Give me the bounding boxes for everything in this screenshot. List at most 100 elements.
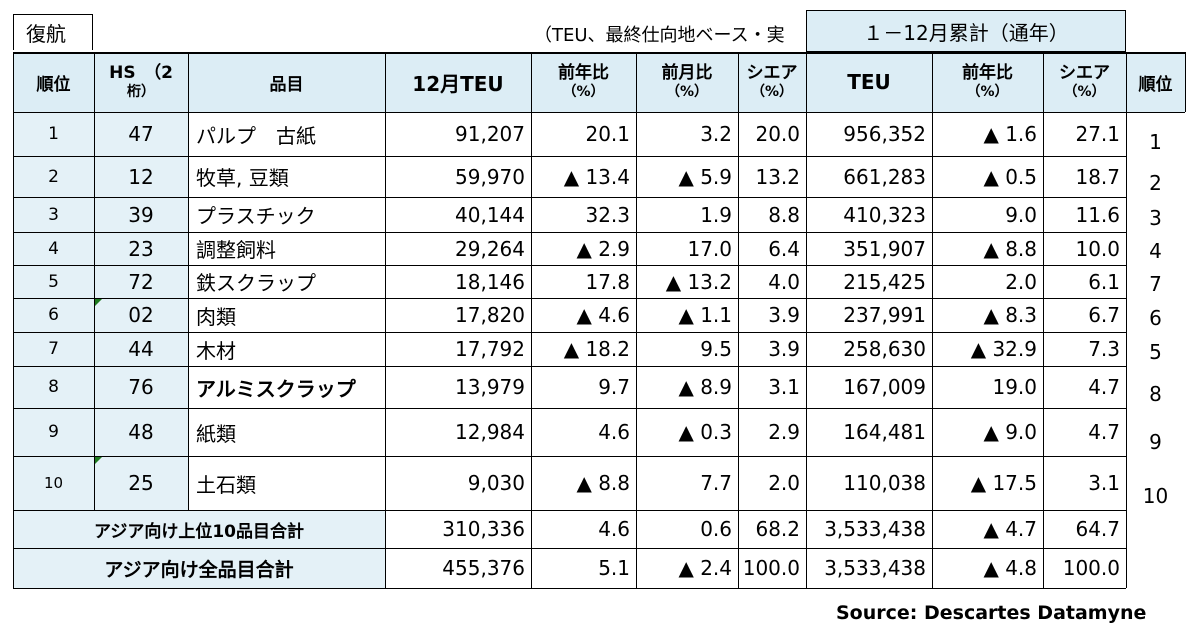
cell-item: 土石類 bbox=[196, 472, 256, 497]
cell-rank: 9 bbox=[13, 408, 94, 456]
cell-cum-yoy: ▲ 17.5 bbox=[970, 471, 1037, 495]
header-share-line1: シエア bbox=[746, 63, 798, 84]
cell-yoy: 32.3 bbox=[585, 202, 630, 227]
cell-mom: 17.0 bbox=[687, 236, 732, 261]
cell-cum-teu: 258,630 bbox=[843, 337, 926, 361]
grid-line bbox=[13, 510, 1126, 511]
header-yoy: 前年比 （%） bbox=[531, 52, 636, 112]
total-cum-yoy: ▲ 4.8 bbox=[983, 556, 1037, 580]
grid-line bbox=[13, 197, 1126, 198]
cumulative-header: １－12月累計（通年） bbox=[806, 10, 1126, 52]
cell-item: プラスチック bbox=[196, 204, 316, 228]
cell-cum-share: 11.6 bbox=[1075, 202, 1120, 227]
cell-hs: 02 bbox=[94, 298, 188, 332]
cell-cum-rank: 4 bbox=[1149, 239, 1162, 263]
cell-mom: ▲ 13.2 bbox=[665, 269, 732, 294]
header-mom-line2: （%） bbox=[665, 83, 709, 100]
cell-mom: 1.9 bbox=[700, 202, 732, 227]
total-share: 100.0 bbox=[742, 556, 800, 580]
header-cum-share-line2: （%） bbox=[1063, 83, 1106, 100]
cell-yoy: ▲ 4.6 bbox=[576, 303, 630, 327]
cell-item: 木材 bbox=[196, 338, 236, 363]
cell-mom: ▲ 8.9 bbox=[678, 375, 732, 399]
grid-line bbox=[13, 408, 1126, 409]
cell-teu: 17,792 bbox=[455, 337, 525, 361]
cell-share: 3.9 bbox=[768, 337, 800, 361]
cell-cum-share: 4.7 bbox=[1088, 420, 1120, 444]
header-share: シエア （%） bbox=[738, 52, 806, 112]
grid-line bbox=[13, 298, 1126, 299]
unit-note: （TEU、最終仕向地ベース・実 bbox=[534, 25, 785, 46]
total-teu: 310,336 bbox=[442, 517, 525, 541]
cell-cum-yoy: ▲ 32.9 bbox=[970, 337, 1037, 361]
header-hs-line1: HS （2 bbox=[109, 63, 173, 84]
cell-teu: 12,984 bbox=[455, 420, 525, 444]
cell-cum-rank: 3 bbox=[1149, 206, 1162, 230]
cell-mom: ▲ 5.9 bbox=[678, 164, 732, 189]
grid-line bbox=[1185, 52, 1186, 112]
cell-cum-share: 3.1 bbox=[1088, 471, 1120, 495]
header-cum-share: シエア （%） bbox=[1043, 52, 1126, 112]
cell-cum-rank: 9 bbox=[1149, 430, 1162, 454]
cell-cum-rank: 6 bbox=[1149, 306, 1162, 330]
grid-line bbox=[806, 52, 807, 588]
cell-rank: 10 bbox=[13, 456, 94, 510]
cell-cum-share: 4.7 bbox=[1088, 375, 1120, 399]
total-teu: 455,376 bbox=[442, 556, 525, 580]
cell-cum-teu: 956,352 bbox=[843, 122, 926, 146]
cell-cum-rank: 7 bbox=[1149, 272, 1162, 296]
header-yoy-line1: 前年比 bbox=[558, 63, 609, 84]
grid-line bbox=[13, 265, 1126, 266]
cell-hs: 72 bbox=[94, 265, 188, 298]
cell-hs: 47 bbox=[94, 112, 188, 156]
cell-cum-share: 6.7 bbox=[1088, 303, 1120, 327]
cell-yoy: ▲ 2.9 bbox=[576, 236, 630, 261]
cell-share: 6.4 bbox=[768, 236, 800, 261]
cell-rank: 7 bbox=[13, 332, 94, 366]
header-cum-share-line1: シエア bbox=[1059, 63, 1110, 84]
total-mom: 0.6 bbox=[700, 517, 732, 541]
header-mom-line1: 前月比 bbox=[661, 63, 713, 84]
cell-share: 2.0 bbox=[768, 471, 800, 495]
cell-share: 3.9 bbox=[768, 303, 800, 327]
header-hs: HS （2 桁） bbox=[94, 52, 188, 112]
cell-yoy: 4.6 bbox=[598, 420, 630, 444]
grid-line bbox=[738, 52, 739, 588]
grid-line bbox=[13, 548, 1126, 549]
grid-line bbox=[13, 588, 1126, 589]
cell-cum-share: 7.3 bbox=[1088, 337, 1120, 361]
cell-hs: 25 bbox=[94, 456, 188, 510]
cell-share: 8.8 bbox=[768, 202, 800, 227]
cell-cum-teu: 215,425 bbox=[843, 269, 926, 294]
cell-cum-teu: 110,038 bbox=[843, 471, 926, 495]
cell-share: 13.2 bbox=[755, 164, 800, 189]
total-cum-share: 100.0 bbox=[1062, 556, 1120, 580]
grid-line bbox=[13, 232, 1126, 233]
total-cum-teu: 3,533,438 bbox=[824, 556, 926, 580]
cell-yoy: 9.7 bbox=[598, 375, 630, 399]
cell-hs: 23 bbox=[94, 232, 188, 265]
cell-item: パルプ 古紙 bbox=[196, 123, 316, 148]
grid-line bbox=[13, 456, 1126, 457]
cell-share: 2.9 bbox=[768, 420, 800, 444]
grid-line bbox=[1126, 52, 1127, 588]
cell-hs: 76 bbox=[94, 366, 188, 408]
cell-rank: 2 bbox=[13, 156, 94, 197]
cell-cum-yoy: ▲ 8.8 bbox=[983, 236, 1037, 261]
grid-line bbox=[932, 52, 933, 588]
comment-marker-icon bbox=[95, 457, 102, 464]
cell-rank: 4 bbox=[13, 232, 94, 265]
grid-line bbox=[13, 52, 1185, 54]
total-yoy: 4.6 bbox=[598, 517, 630, 541]
cell-share: 3.1 bbox=[768, 375, 800, 399]
cell-teu: 17,820 bbox=[455, 303, 525, 327]
header-teu-dec: 12月TEU bbox=[385, 52, 531, 112]
cell-cum-rank: 8 bbox=[1149, 382, 1162, 406]
grid-line bbox=[385, 52, 386, 588]
cell-hs: 48 bbox=[94, 408, 188, 456]
cell-teu: 91,207 bbox=[455, 122, 525, 146]
cell-cum-yoy: ▲ 1.6 bbox=[983, 122, 1037, 146]
cell-item: アルミスクラップ bbox=[196, 376, 356, 401]
cell-teu: 40,144 bbox=[455, 202, 525, 227]
cell-mom: 3.2 bbox=[700, 122, 732, 146]
